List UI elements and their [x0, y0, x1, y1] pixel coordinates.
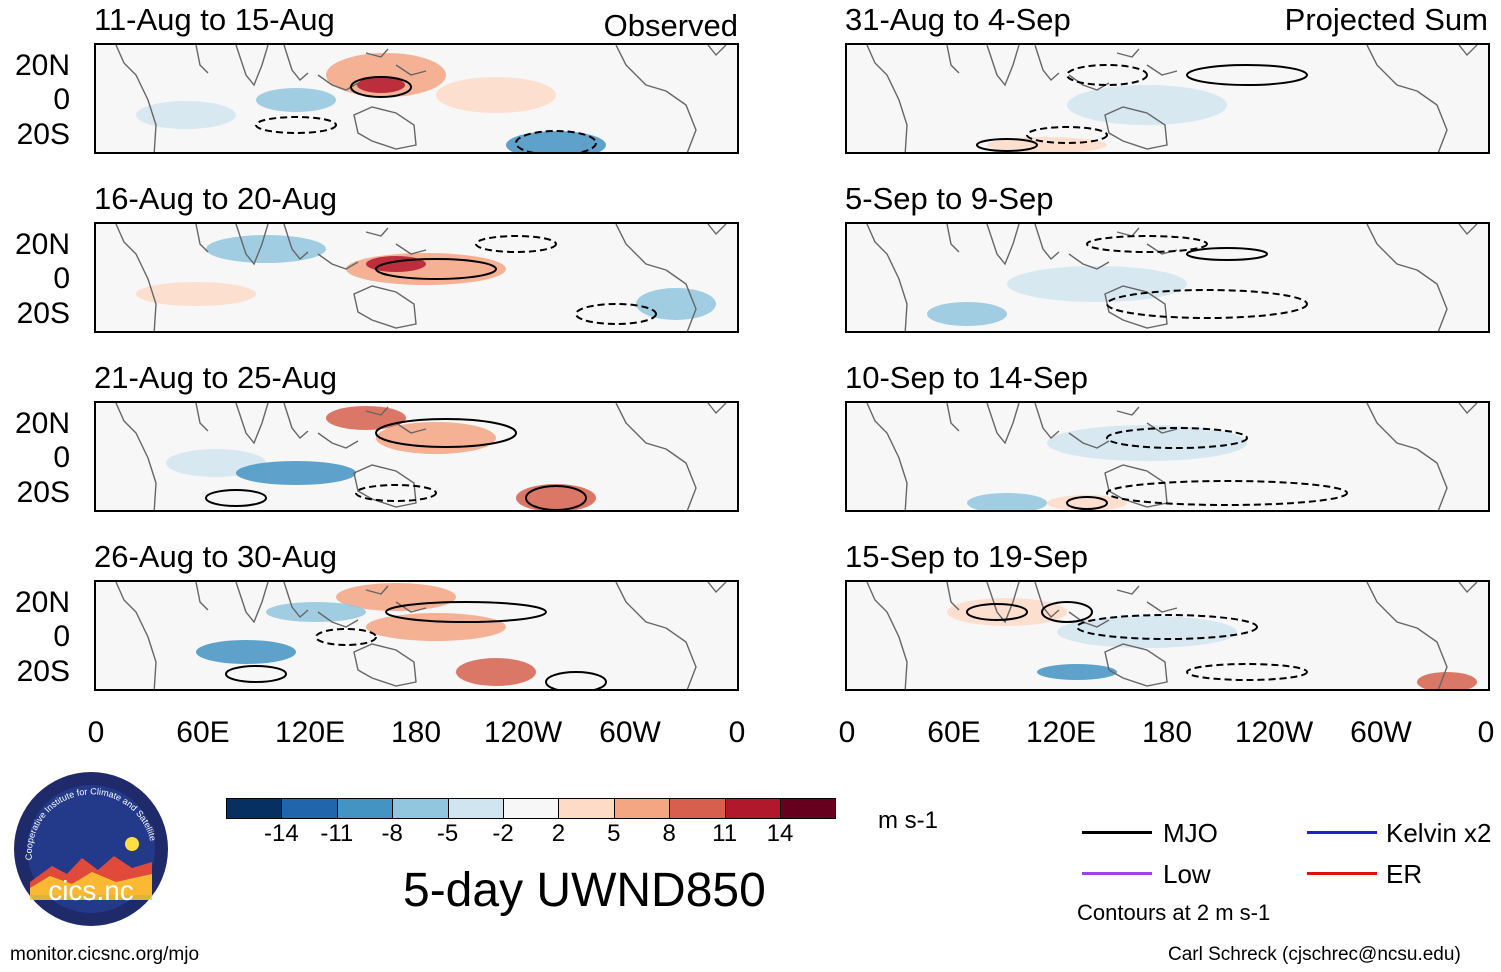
- map-panel-obs-4: [94, 580, 739, 691]
- map-panel-obs-3: [94, 401, 739, 512]
- map-panel-obs-2: [94, 222, 739, 333]
- lon-label-right-360: 0: [1477, 716, 1495, 749]
- panel-title-obs-1: 11-Aug to 15-Aug: [94, 2, 335, 37]
- colorbar-label-5: 2: [551, 820, 566, 847]
- colorbar-box-6: [558, 798, 615, 819]
- lon-label-right-120e: 120E: [1025, 716, 1097, 749]
- contour-note: Contours at 2 m s-1: [1077, 900, 1271, 925]
- lon-label-left-180: 180: [390, 716, 442, 749]
- colorbar-label-7: 8: [662, 820, 676, 847]
- legend-label-mjo: MJO: [1163, 818, 1218, 848]
- colorbar-label-8: 11: [712, 820, 738, 847]
- colorbar-label-6: 5: [607, 820, 621, 847]
- colorbar-box-8: [669, 798, 726, 819]
- observed-label: Observed: [603, 8, 738, 43]
- lat-label-20s-3: 20S: [16, 476, 70, 509]
- colorbar-box-4: [447, 798, 504, 819]
- panel-title-proj-4: 15-Sep to 19-Sep: [845, 539, 1089, 574]
- cics-logo: Cooperative Institute for Climate and Sa…: [10, 762, 170, 928]
- colorbar-box-10: [780, 798, 837, 819]
- lon-label-right-180: 180: [1141, 716, 1193, 749]
- map-panel-proj-4: [845, 580, 1490, 691]
- colorbar-label-0: -14: [264, 820, 299, 847]
- lon-label-left-0: 0: [87, 716, 105, 749]
- colorbar-box-0: [226, 798, 283, 819]
- website-link[interactable]: monitor.cicsnc.org/mjo: [10, 944, 200, 965]
- lat-label-20n-4: 20N: [14, 586, 70, 619]
- colorbar-label-9: 14: [766, 820, 794, 847]
- panel-title-proj-1: 31-Aug to 4-Sep: [845, 2, 1071, 37]
- colorbar-label-1: -11: [320, 820, 354, 847]
- colorbar-label-2: -8: [381, 820, 403, 847]
- lat-label-eq-3: 0: [53, 441, 70, 474]
- legend-line-er: [1307, 872, 1377, 875]
- map-panel-obs-1: [94, 43, 739, 154]
- lat-label-20n-1: 20N: [14, 49, 70, 82]
- lat-label-20s-1: 20S: [16, 118, 70, 151]
- lon-label-right-60e: 60E: [927, 716, 981, 749]
- lat-label-eq-4: 0: [53, 620, 70, 653]
- lon-label-left-360: 0: [728, 716, 746, 749]
- lat-label-eq-1: 0: [53, 83, 70, 116]
- lon-label-left-60w: 60W: [599, 716, 661, 749]
- panel-title-obs-4: 26-Aug to 30-Aug: [94, 539, 338, 574]
- colorbar-box-2: [336, 798, 394, 819]
- figure-title: 5-day UWND850: [403, 864, 766, 917]
- map-panel-proj-1: [845, 43, 1490, 154]
- lon-label-left-120w: 120W: [483, 716, 563, 749]
- legend-line-kelvin: [1307, 831, 1377, 834]
- panel-title-obs-3: 21-Aug to 25-Aug: [94, 360, 338, 395]
- panel-title-proj-2: 5-Sep to 9-Sep: [845, 181, 1054, 216]
- legend-label-low: Low: [1163, 859, 1211, 889]
- map-panel-proj-2: [845, 222, 1490, 333]
- legend-line-mjo: [1082, 831, 1152, 834]
- colorbar-box-7: [613, 798, 671, 819]
- colorbar-label-3: -5: [436, 820, 459, 847]
- lon-label-right-120w: 120W: [1234, 716, 1314, 749]
- lon-label-right-0: 0: [838, 716, 856, 749]
- lat-label-20n-2: 20N: [14, 228, 70, 261]
- projected-label: Projected Sum: [1284, 2, 1488, 37]
- lat-label-20s-4: 20S: [16, 655, 70, 688]
- legend-line-low: [1082, 872, 1152, 875]
- colorbar-label-4: -2: [492, 820, 514, 847]
- lat-label-eq-2: 0: [53, 262, 70, 295]
- lon-label-left-60e: 60E: [176, 716, 230, 749]
- colorbar-box-3: [392, 798, 449, 819]
- author-credit: Carl Schreck (cjschrec@ncsu.edu): [1168, 944, 1461, 965]
- legend-label-er: ER: [1386, 859, 1423, 889]
- units-label: m s-1: [878, 807, 938, 834]
- map-panel-proj-3: [845, 401, 1490, 512]
- legend-label-kelvin: Kelvin x2: [1386, 818, 1492, 848]
- colorbar-box-9: [724, 798, 781, 819]
- panel-title-obs-2: 16-Aug to 20-Aug: [94, 181, 338, 216]
- colorbar-box-1: [281, 798, 338, 819]
- lat-label-20s-2: 20S: [16, 297, 70, 330]
- colorbar-box-5: [503, 798, 560, 819]
- lon-label-right-60w: 60W: [1350, 716, 1412, 749]
- lon-label-left-120e: 120E: [274, 716, 346, 749]
- panel-title-proj-3: 10-Sep to 14-Sep: [845, 360, 1089, 395]
- lat-label-20n-3: 20N: [14, 407, 70, 440]
- logo-name: cics.nc: [48, 875, 134, 906]
